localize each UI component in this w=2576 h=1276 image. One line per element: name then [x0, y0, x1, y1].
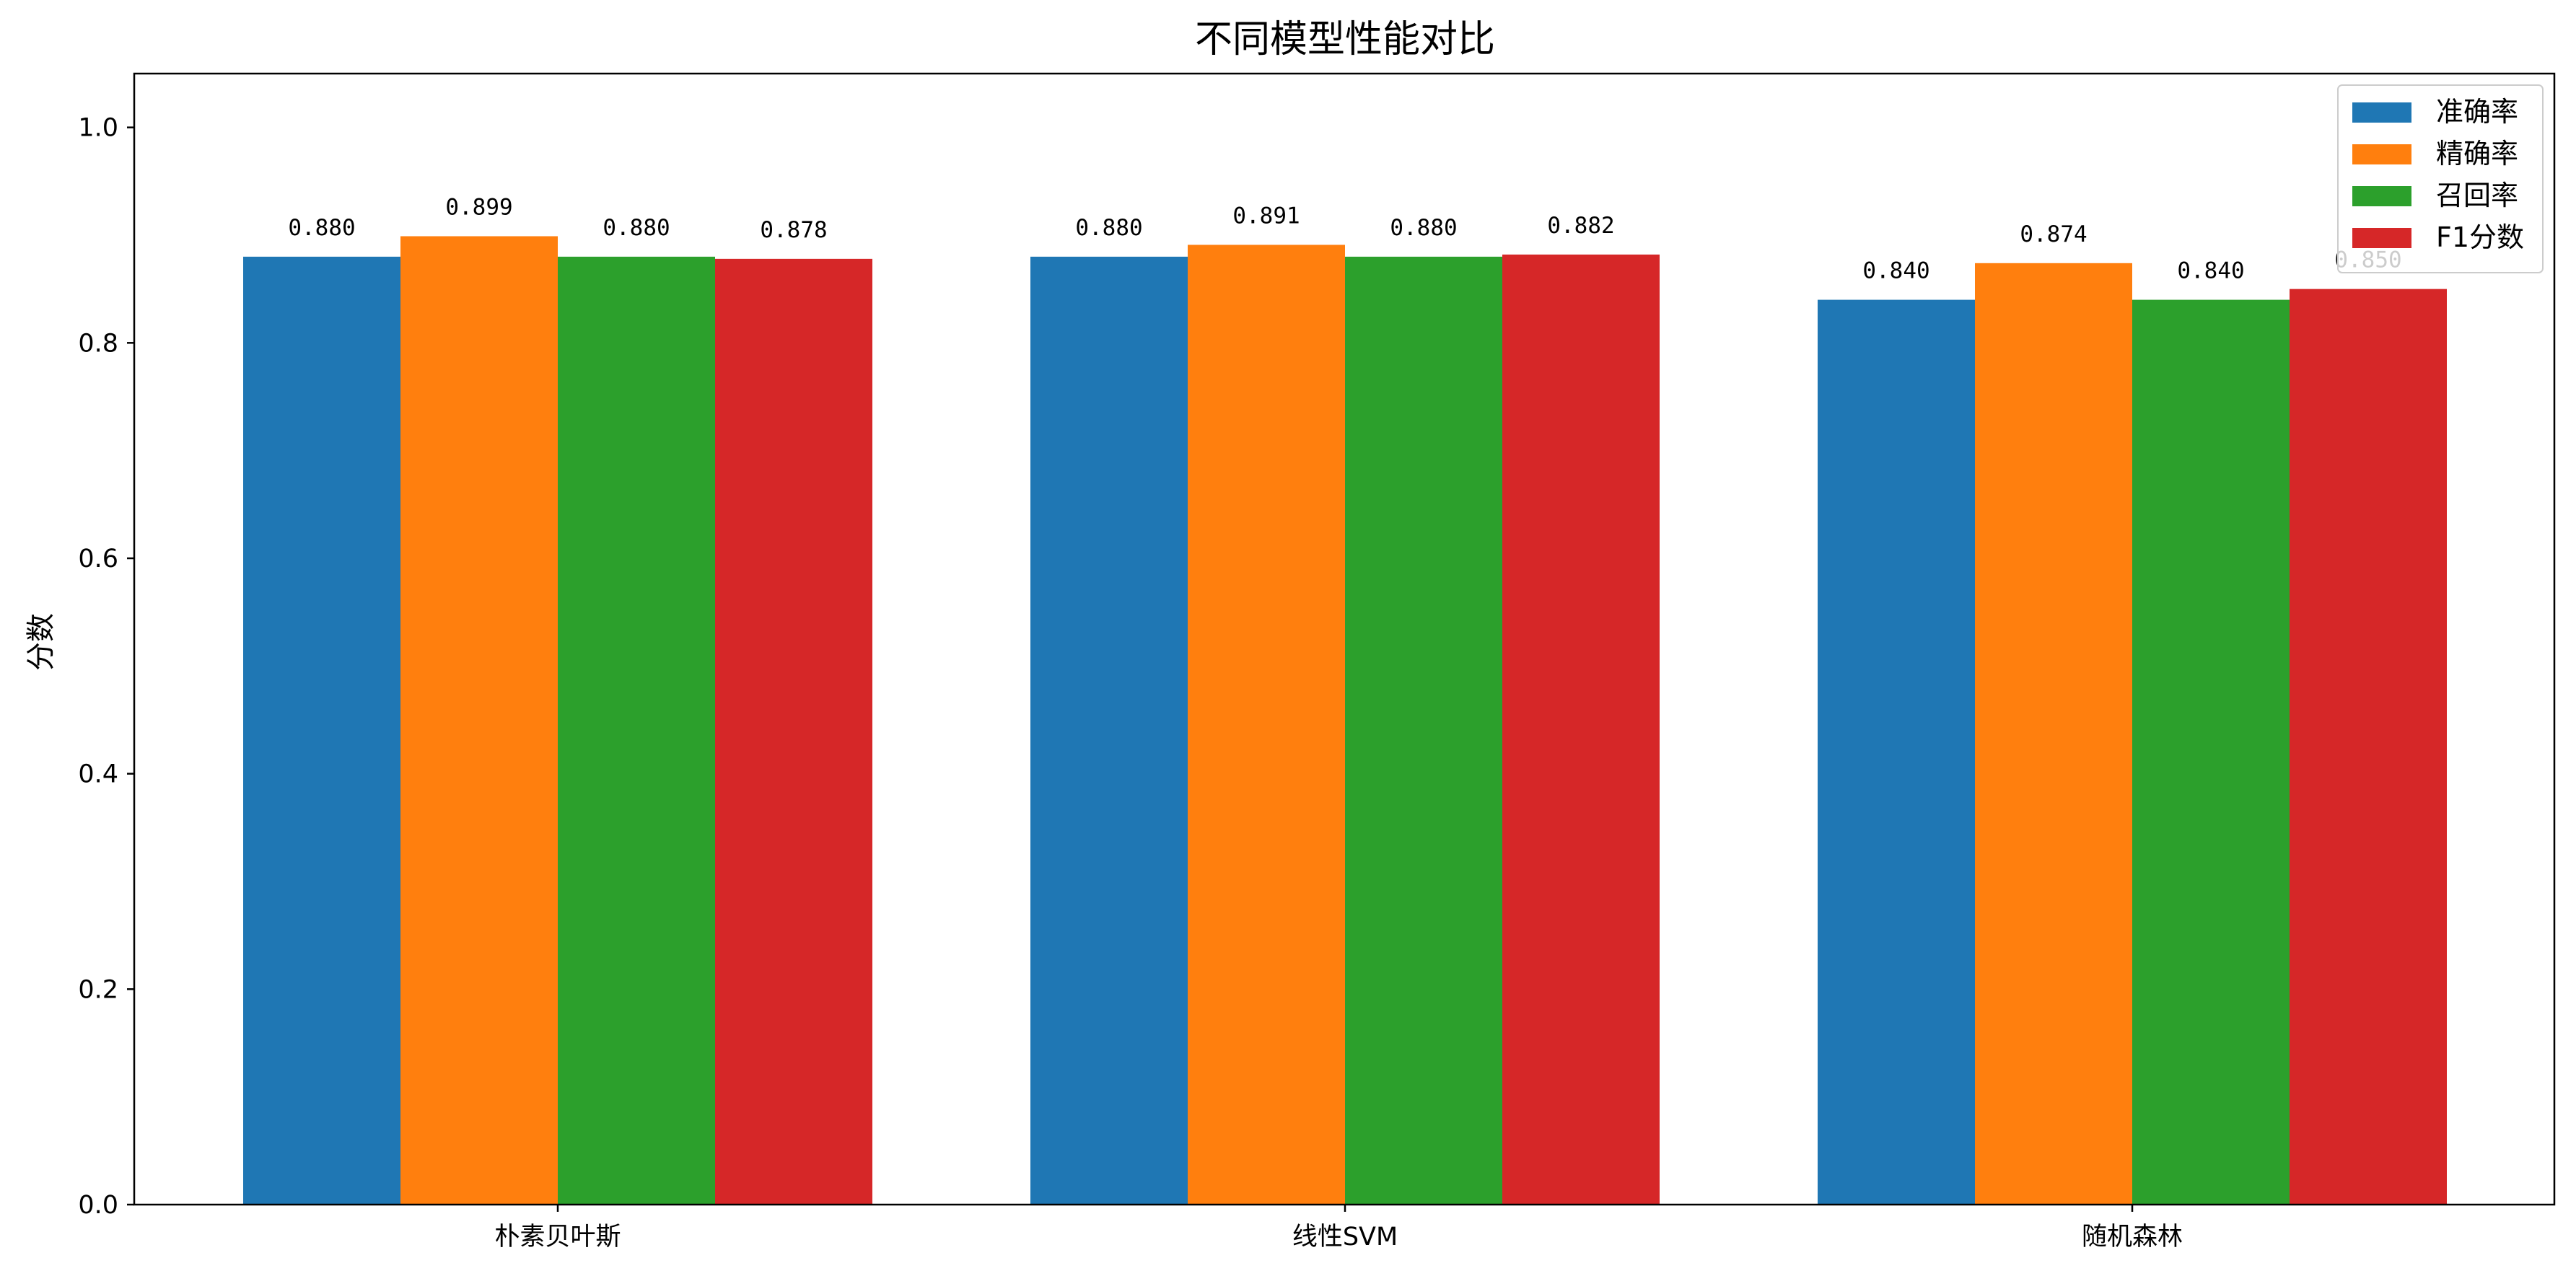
y-axis: 0.0 0.2 0.4 0.6 0.8 1.0: [78, 114, 134, 1220]
bars: [243, 236, 2447, 1205]
data-label-series-3-category-1: 0.882: [1547, 213, 1614, 239]
data-label-series-2-category-0: 0.880: [603, 215, 670, 241]
data-label-series-0-category-2: 0.840: [1862, 258, 1929, 284]
x-axis: 朴素贝叶斯 线性SVM 随机森林: [494, 1205, 2183, 1251]
legend-swatch-2: [2352, 186, 2411, 206]
y-tick-label-3: 0.6: [78, 545, 118, 573]
y-tick-label-1: 0.2: [78, 975, 118, 1004]
bar-series-1-category-0: [400, 236, 558, 1205]
chart-title: 不同模型性能对比: [1195, 18, 1495, 61]
bar-series-0-category-2: [1818, 299, 1975, 1205]
bar-series-2-category-1: [1345, 256, 1502, 1205]
y-axis-label: 分数: [25, 613, 58, 671]
legend-frame: [2337, 84, 2544, 273]
data-label-series-1-category-1: 0.891: [1232, 203, 1300, 229]
bar-series-2-category-2: [2132, 299, 2290, 1205]
legend-label-0: 准确率: [2436, 96, 2518, 128]
bar-series-0-category-1: [1030, 256, 1188, 1205]
x-tick-label-1: 线性SVM: [1292, 1223, 1398, 1251]
data-label-series-0-category-1: 0.880: [1075, 215, 1142, 241]
bar-series-0-category-0: [243, 256, 400, 1205]
legend-swatch-1: [2352, 144, 2411, 164]
data-label-series-2-category-2: 0.840: [2177, 258, 2244, 284]
legend-label-1: 精确率: [2436, 138, 2518, 170]
legend-label-2: 召回率: [2436, 180, 2518, 211]
legend-swatch-3: [2352, 228, 2411, 248]
x-tick-label-2: 随机森林: [2082, 1223, 2183, 1251]
y-tick-label-5: 1.0: [78, 114, 118, 143]
plot-area: 0.880 0.880 0.840 0.899 0.891 0.874 0.880 0.880…: [78, 72, 2556, 1251]
data-label-series-2-category-1: 0.880: [1390, 215, 1457, 241]
x-tick-label-0: 朴素贝叶斯: [494, 1223, 621, 1251]
data-label-series-1-category-0: 0.899: [445, 194, 512, 220]
bar-series-1-category-1: [1188, 245, 1345, 1205]
y-tick-label-4: 0.8: [78, 329, 118, 358]
bar-series-3-category-2: [2290, 289, 2447, 1205]
data-label-series-1-category-2: 0.874: [2020, 221, 2087, 247]
bar-series-2-category-0: [558, 256, 715, 1205]
bar-series-1-category-2: [1975, 263, 2132, 1205]
data-label-series-3-category-0: 0.878: [760, 217, 827, 243]
data-label-series-0-category-0: 0.880: [288, 215, 355, 241]
legend-label-3: F1分数: [2436, 221, 2524, 253]
y-tick-label-0: 0.0: [78, 1191, 118, 1220]
y-tick-label-2: 0.4: [78, 760, 118, 789]
bar-series-3-category-1: [1502, 254, 1660, 1205]
legend-swatch-0: [2352, 102, 2411, 123]
bar-series-3-category-0: [715, 258, 872, 1205]
